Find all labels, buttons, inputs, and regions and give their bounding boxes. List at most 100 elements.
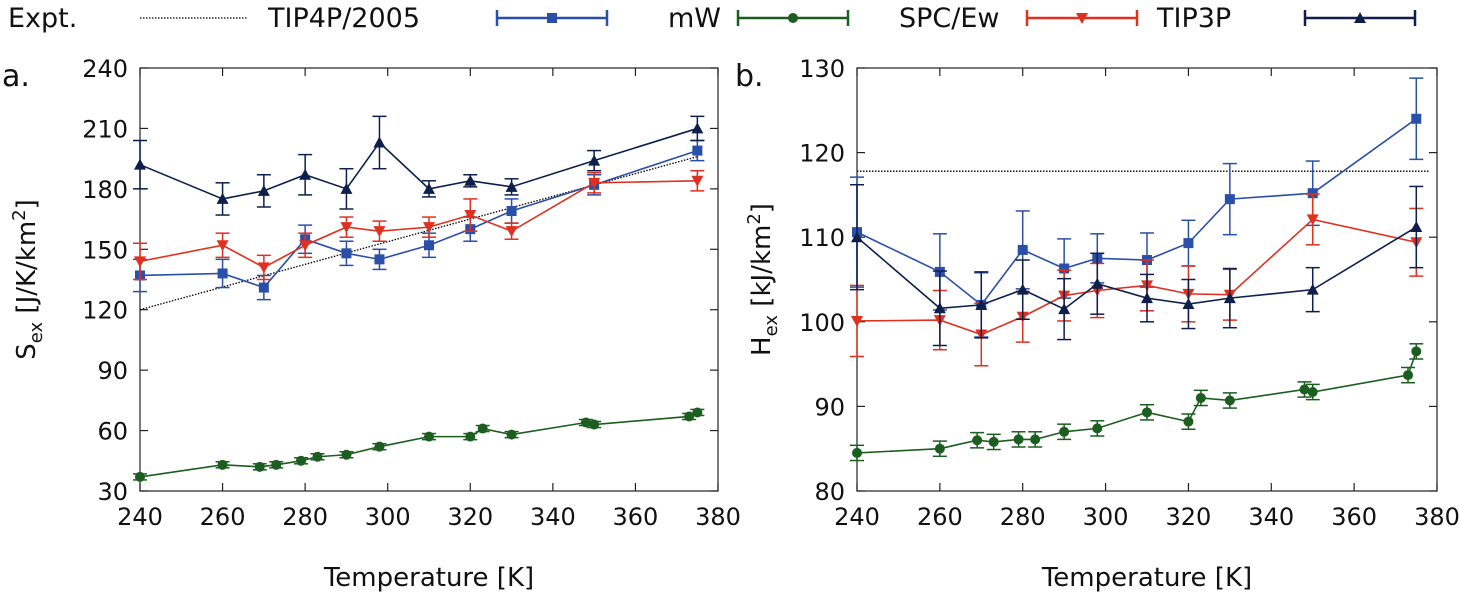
y-tick-label: 240 [82, 55, 128, 83]
x-tick-label: 280 [1000, 503, 1046, 531]
x-tick-label: 360 [613, 503, 659, 531]
data-point-tip3p [1223, 292, 1236, 304]
data-point-mw [271, 459, 282, 470]
y-axis-label-main: H [747, 336, 777, 356]
data-point-tip3p [691, 122, 704, 134]
legend-marker-tip3p [1354, 12, 1366, 23]
panel-letter: b. [735, 59, 764, 94]
data-point-tip4p-2005 [1307, 188, 1318, 199]
data-point-tip3p [299, 168, 312, 180]
series-tip4p-2005 [850, 77, 1424, 338]
y-tick-label: 150 [82, 236, 128, 264]
data-point-spc-ew [299, 240, 312, 252]
legend-label-expt: Expt. [8, 3, 77, 34]
x-axis-label: Temperature [K] [1041, 563, 1252, 593]
data-point-spc-ew [257, 262, 270, 274]
data-point-tip4p-2005 [1183, 238, 1194, 249]
data-point-tip3p [1141, 292, 1153, 304]
x-tick-label: 340 [1248, 503, 1294, 531]
data-point-mw [374, 441, 385, 452]
legend: Expt. TIP4P/2005 mW SPC/Ew TIP3P [8, 3, 1417, 34]
x-tick-label: 300 [1083, 503, 1129, 531]
x-tick-label: 380 [1414, 503, 1459, 531]
data-point-tip3p [975, 298, 988, 310]
data-point-tip4p-2005 [217, 268, 228, 279]
legend-label-spc-ew: SPC/Ew [899, 3, 1000, 34]
legend-entry-tip3p: TIP3P [1156, 3, 1417, 34]
y-tick-label: 80 [814, 478, 845, 506]
data-point-tip3p [423, 182, 435, 194]
y-tick-label: 120 [82, 297, 128, 325]
data-point-mw [217, 459, 228, 470]
data-point-mw [296, 455, 307, 466]
data-point-mw [852, 447, 862, 458]
data-point-tip3p [216, 192, 229, 204]
series-line-expt [139, 156, 698, 311]
data-point-tip4p-2005 [341, 248, 352, 259]
data-point-mw [972, 435, 983, 446]
x-axis-label: Temperature [K] [323, 563, 534, 593]
legend-entry-spc-ew: SPC/Ew [899, 3, 1139, 34]
data-point-spc-ew [340, 222, 353, 234]
series-mw [133, 407, 705, 482]
series-tip3p [133, 115, 705, 216]
y-axis-label-close: ] [12, 199, 42, 209]
data-point-tip3p [1410, 221, 1423, 233]
legend-entry-expt: Expt. [8, 3, 248, 34]
data-point-tip4p-2005 [1411, 113, 1422, 124]
data-point-tip4p-2005 [258, 282, 269, 293]
legend-label-tip3p: TIP3P [1156, 3, 1231, 34]
y-tick-label: 30 [97, 478, 128, 506]
y-axis-label-sup: 2 [9, 209, 30, 220]
plot-frame [139, 67, 719, 492]
data-point-tip4p-2005 [506, 206, 517, 217]
data-point-tip3p [1091, 277, 1104, 289]
x-tick-label: 320 [447, 503, 493, 531]
data-point-mw [988, 436, 999, 447]
x-tick-label: 320 [1166, 503, 1212, 531]
series-line-tip4p-2005 [139, 149, 698, 289]
panel-a: a. 240 260 280 300 320 340 360 380 30 60 90 120 150 18… [2, 55, 741, 593]
panel-letter: a. [2, 59, 30, 94]
series-spc-ew [133, 169, 705, 281]
x-tick-label: 340 [530, 503, 576, 531]
data-point-mw [1030, 434, 1041, 445]
data-point-tip3p [851, 231, 863, 243]
data-point-mw [1059, 426, 1070, 437]
data-point-mw [254, 461, 265, 472]
series-tip3p [850, 183, 1424, 347]
data-point-tip4p-2005 [374, 254, 385, 265]
y-axis-label-tail: [J/K/km [12, 221, 42, 322]
data-point-spc-ew [134, 256, 146, 268]
y-axis-label-main: S [12, 343, 42, 360]
series-tip4p-2005 [133, 139, 705, 301]
series-line-mw [856, 351, 1418, 454]
y-axis-label: Sex [J/K/km2] [9, 199, 47, 360]
y-tick-label: 60 [97, 418, 128, 446]
data-point-tip3p [257, 184, 270, 196]
x-tick-label: 360 [1331, 503, 1377, 531]
x-tick-label: 380 [695, 503, 741, 531]
data-point-mw [135, 471, 145, 482]
data-point-mw [580, 417, 591, 428]
x-tick-label: 300 [365, 503, 411, 531]
series-mw [850, 343, 1424, 462]
data-point-mw [589, 419, 600, 430]
legend-marker-tip4p-2005 [547, 13, 557, 23]
series-expt [139, 156, 698, 311]
data-point-mw [341, 449, 352, 460]
data-point-spc-ew [1306, 214, 1319, 226]
data-point-spc-ew [851, 315, 863, 327]
y-axis-label-sup: 2 [744, 213, 765, 224]
data-point-mw [1224, 395, 1235, 406]
y-axis-label: Hex [kJ/km2] [744, 203, 782, 356]
legend-label-mw: mW [668, 3, 721, 34]
series-line-tip3p [139, 127, 698, 200]
data-point-mw [312, 451, 323, 462]
y-tick-label: 110 [799, 224, 845, 252]
data-point-spc-ew [588, 177, 601, 189]
data-point-tip3p [340, 182, 353, 194]
data-point-tip3p [1058, 303, 1071, 315]
data-point-mw [1411, 346, 1422, 357]
y-axis-label-sub: ex [761, 315, 782, 337]
